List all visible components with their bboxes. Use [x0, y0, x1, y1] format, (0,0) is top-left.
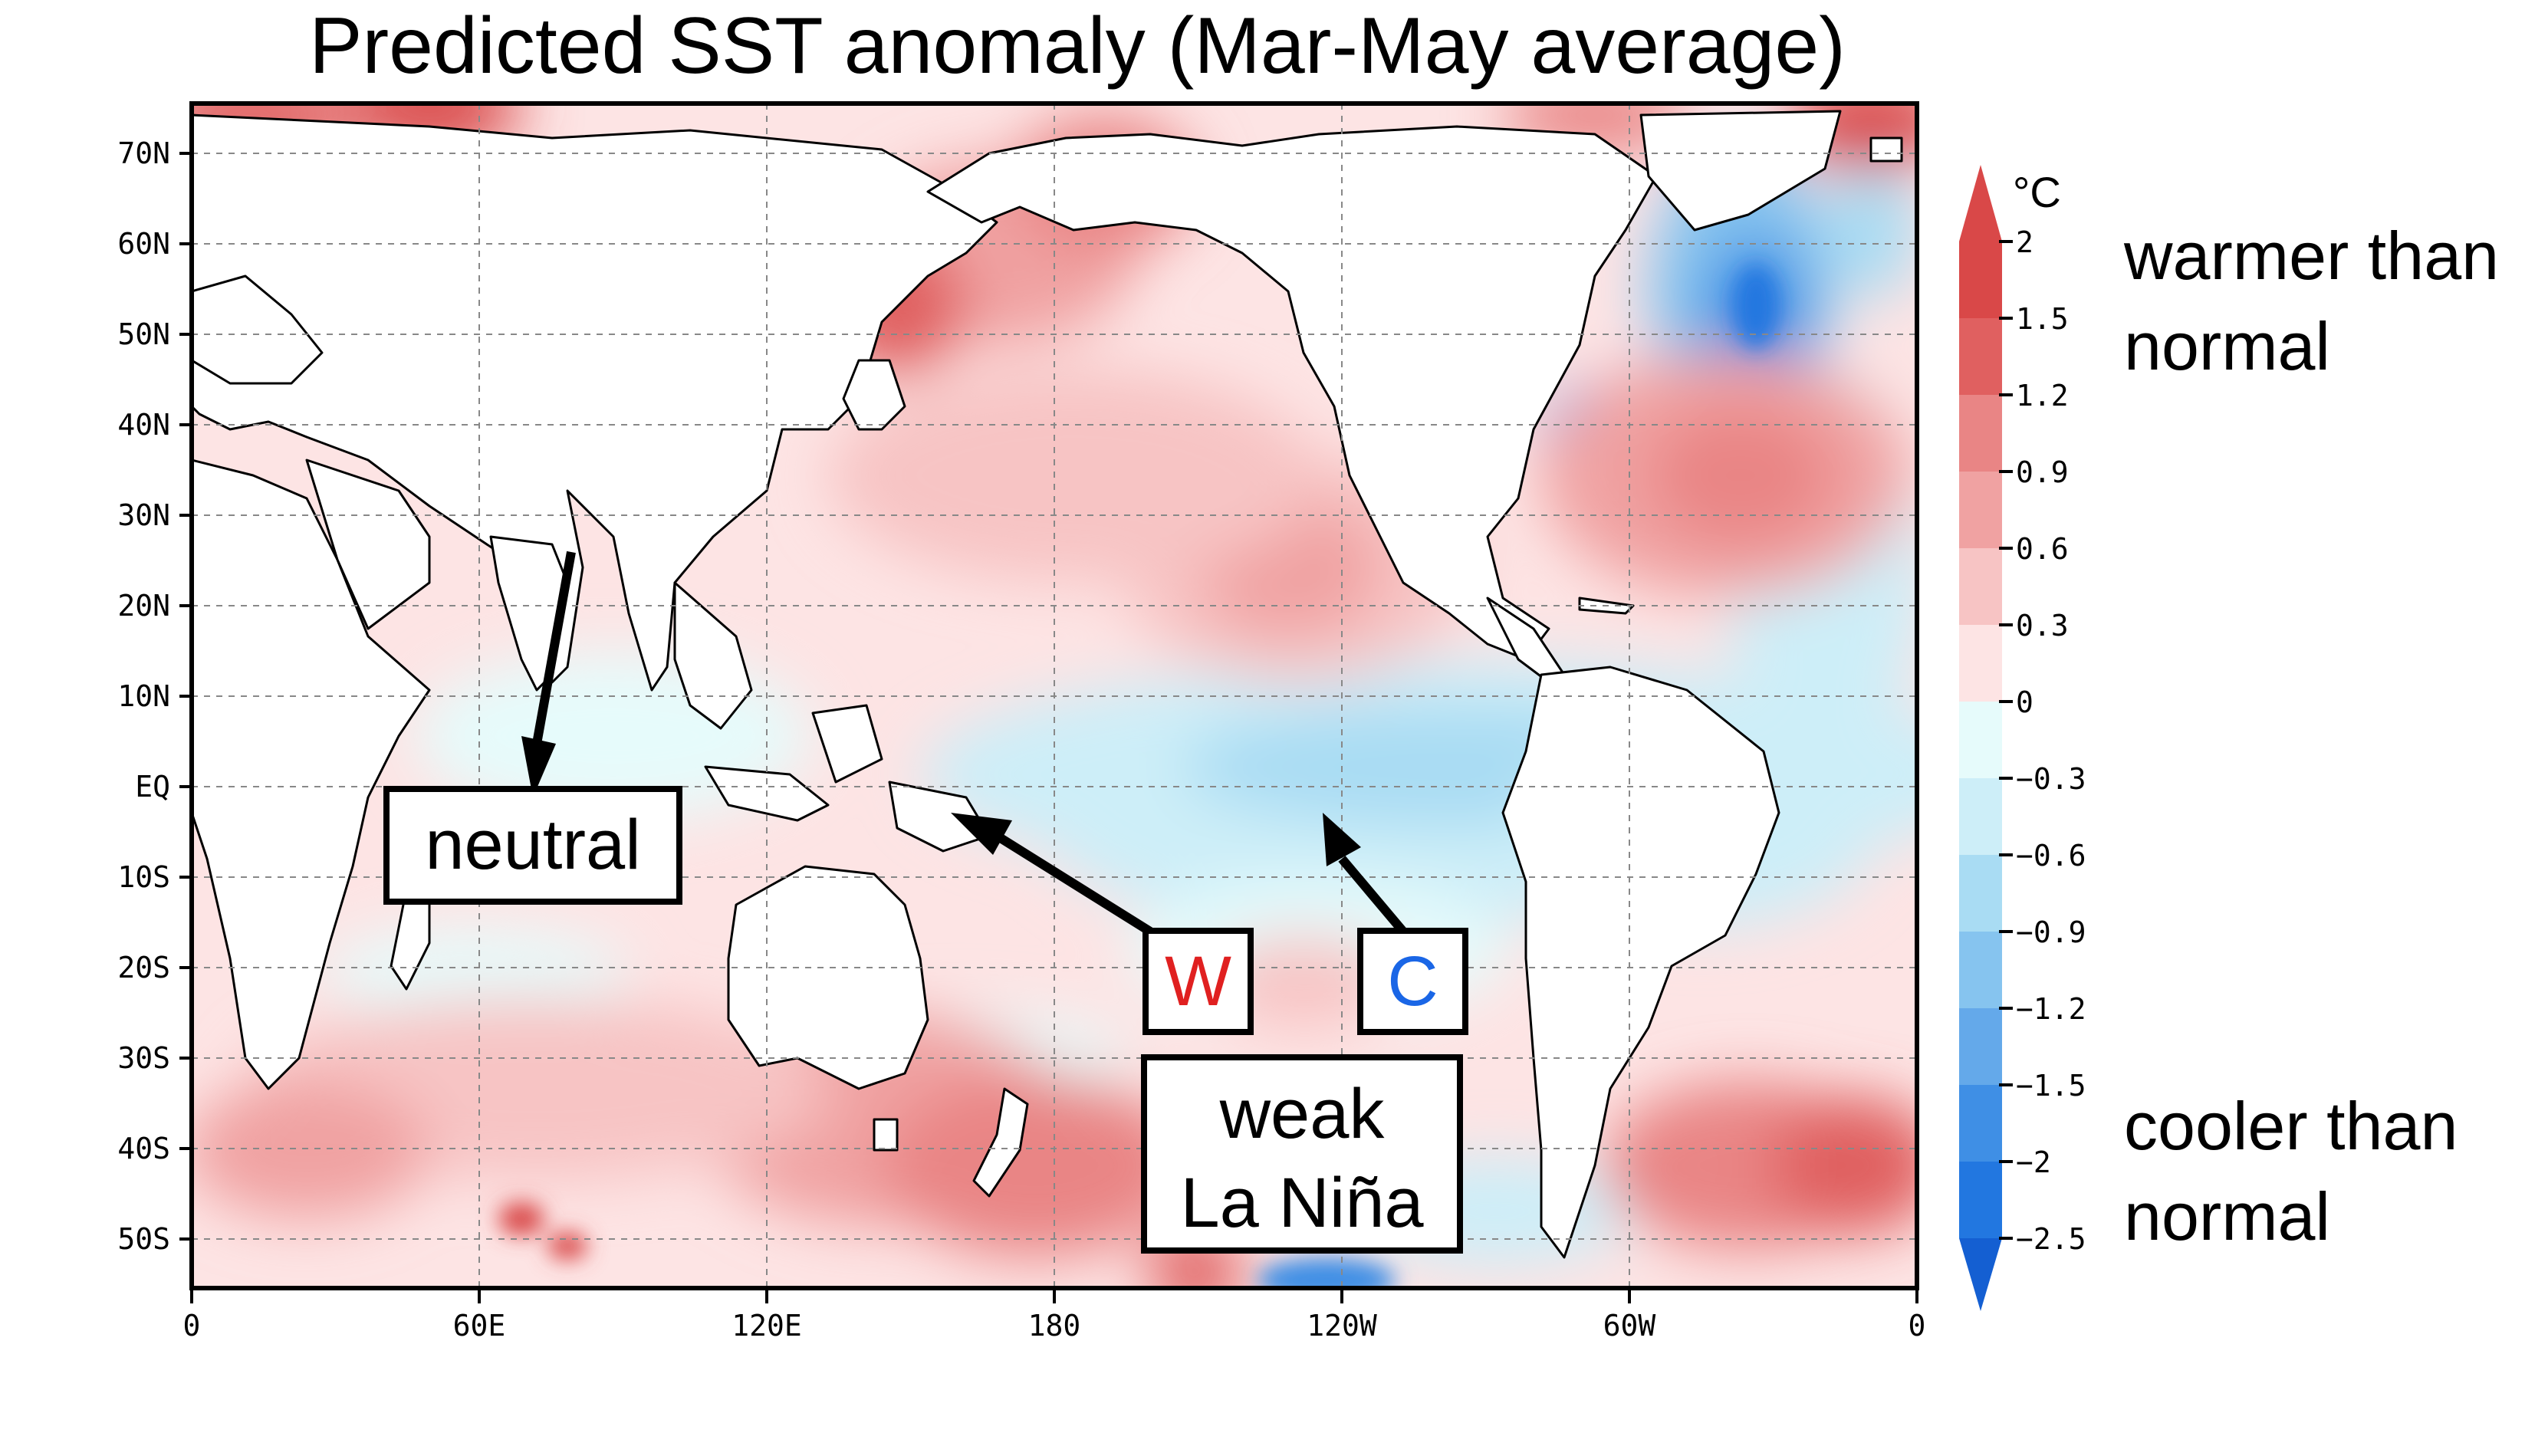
colorbar: 2 1.5 1.2 0.9 0.6 0.3 0 −0.3 −0.6 −0.9 −1.2 −1.5 −2 −… [1959, 165, 2086, 1311]
neutral-label: neutral [383, 786, 682, 905]
lat-tick-label: 20N [117, 589, 170, 623]
la-nina-line2: La Niña [1180, 1164, 1424, 1242]
lon-tick-label: 60E [453, 1309, 506, 1343]
colorbar-bottom-extension [1959, 1238, 2002, 1311]
colorbar-segment [1959, 778, 2002, 855]
lat-tick-label: 60N [117, 227, 170, 261]
colorbar-top-extension [1959, 165, 2002, 242]
colorbar-tick-label: −0.6 [2016, 839, 2086, 873]
w-label: W [1142, 928, 1254, 1035]
warmer-label: warmer than normal [2124, 218, 2500, 384]
lat-tick-label: 10S [117, 860, 170, 894]
colorbar-segment [1959, 395, 2002, 472]
colorbar-segment [1959, 855, 2002, 932]
w-arrow [994, 831, 1153, 936]
colorbar-tick-label: −0.9 [2016, 915, 2086, 949]
la-nina-line1: weak [1219, 1075, 1385, 1153]
lon-axis [190, 1288, 1918, 1303]
colorbar-segment [1959, 472, 2002, 548]
colorbar-tick-label: −2.5 [2016, 1222, 2086, 1256]
colorbar-tick-label: 0.6 [2016, 532, 2069, 566]
colorbar-tick-label: 0.9 [2016, 455, 2069, 489]
lat-tick-label: 30S [117, 1041, 170, 1075]
colorbar-segment [1959, 1162, 2002, 1238]
c-arrow [1338, 856, 1407, 935]
lon-tick-label: 180 [1028, 1309, 1081, 1343]
page-title: Predicted SST anomaly (Mar-May average) [309, 2, 1846, 90]
lon-tick-label: 120E [732, 1309, 802, 1343]
c-label: C [1357, 928, 1468, 1035]
colorbar-unit: °C [2013, 168, 2061, 216]
lat-tick-label: 50S [117, 1222, 170, 1256]
lat-tick-label: 30N [117, 498, 170, 532]
c-arrowhead [1323, 813, 1361, 866]
land-masses [192, 110, 1903, 1259]
cooler-label: cooler than normal [2124, 1088, 2458, 1254]
lon-tick-label: 60W [1603, 1309, 1656, 1343]
colorbar-tick-label: −2 [2016, 1145, 2051, 1179]
colorbar-tick-label: 1.5 [2016, 302, 2069, 336]
colorbar-segment [1959, 625, 2002, 702]
colorbar-segments [1959, 165, 2002, 1311]
colorbar-segment [1959, 242, 2002, 318]
colorbar-segment [1959, 702, 2002, 778]
colorbar-segment [1959, 318, 2002, 395]
annotation-arrows [521, 551, 1407, 936]
lon-tick-label: 120W [1307, 1309, 1377, 1343]
colorbar-tick-label: 0.3 [2016, 609, 2069, 643]
colorbar-segment [1959, 1085, 2002, 1162]
colorbar-segment [1959, 1008, 2002, 1085]
colorbar-tick-label: −1.5 [2016, 1069, 2086, 1103]
lat-tick-label: 40N [117, 408, 170, 442]
w-arrowhead [951, 813, 1012, 855]
lat-tick-label: 40S [117, 1132, 170, 1165]
colorbar-tick-label: 0 [2016, 685, 2033, 719]
colorbar-tick-label: −0.3 [2016, 762, 2086, 796]
lat-tick-label: 10N [117, 679, 170, 713]
graticule [192, 104, 1917, 1288]
lon-tick-label: 0 [183, 1309, 201, 1343]
colorbar-tick-label: −1.2 [2016, 992, 2086, 1026]
colorbar-segment [1959, 932, 2002, 1008]
lat-tick-label: 50N [117, 317, 170, 351]
lat-axis [179, 152, 192, 1241]
lon-tick-label: 0 [1909, 1309, 1926, 1343]
colorbar-segment [1959, 548, 2002, 625]
neutral-arrow [532, 551, 576, 745]
lat-tick-label: EQ [135, 770, 170, 804]
la-nina-label: weak La Niña [1141, 1054, 1463, 1254]
lat-tick-label: 20S [117, 951, 170, 984]
colorbar-tick-label: 1.2 [2016, 379, 2069, 412]
lat-tick-label: 70N [117, 136, 170, 170]
neutral-arrowhead [521, 736, 556, 797]
colorbar-tick-label: 2 [2016, 225, 2033, 259]
colorbar-ticks: 2 1.5 1.2 0.9 0.6 0.3 0 −0.3 −0.6 −0.9 −1.2 −1.5 −2 −… [1999, 225, 2086, 1256]
